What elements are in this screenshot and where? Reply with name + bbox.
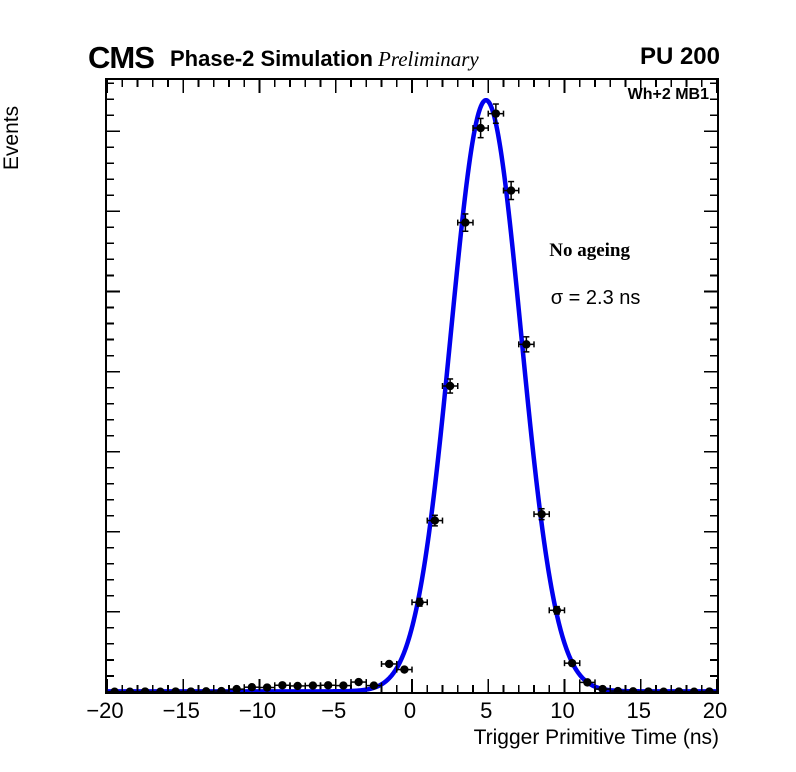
x-tick-label: −15 xyxy=(162,698,200,723)
x-tick-label: 15 xyxy=(626,698,651,723)
x-tick-label: 5 xyxy=(480,698,493,723)
annotation-no-ageing: No ageing xyxy=(549,240,630,262)
region-label: Wh+2 MB1 xyxy=(627,86,709,103)
x-tick-label: −20 xyxy=(86,698,124,723)
pileup-label: PU 200 xyxy=(639,43,720,70)
y-axis-tick-labels: 0500100015002000250030003500 xyxy=(0,0,98,772)
cms-subtitle: Phase-2 Simulation xyxy=(170,46,373,71)
plot-area xyxy=(107,80,717,692)
cms-status-preliminary: Preliminary xyxy=(378,47,479,71)
x-tick-label: 0 xyxy=(403,698,417,723)
plot-frame: Wh+2 MB1 No ageing σ = 2.3 ns xyxy=(105,78,719,694)
x-tick-label: −5 xyxy=(321,698,347,723)
x-tick-label: −10 xyxy=(238,698,277,723)
annotation-sigma: σ = 2.3 ns xyxy=(550,286,641,309)
cms-header: CMS Phase-2 Simulation Preliminary PU 20… xyxy=(88,40,720,75)
cms-logo: CMS xyxy=(88,40,155,75)
x-tick-label: 20 xyxy=(702,698,728,723)
x-tick-label: 10 xyxy=(550,698,575,723)
x-axis-label: Trigger Primitive Time (ns) xyxy=(473,726,719,749)
